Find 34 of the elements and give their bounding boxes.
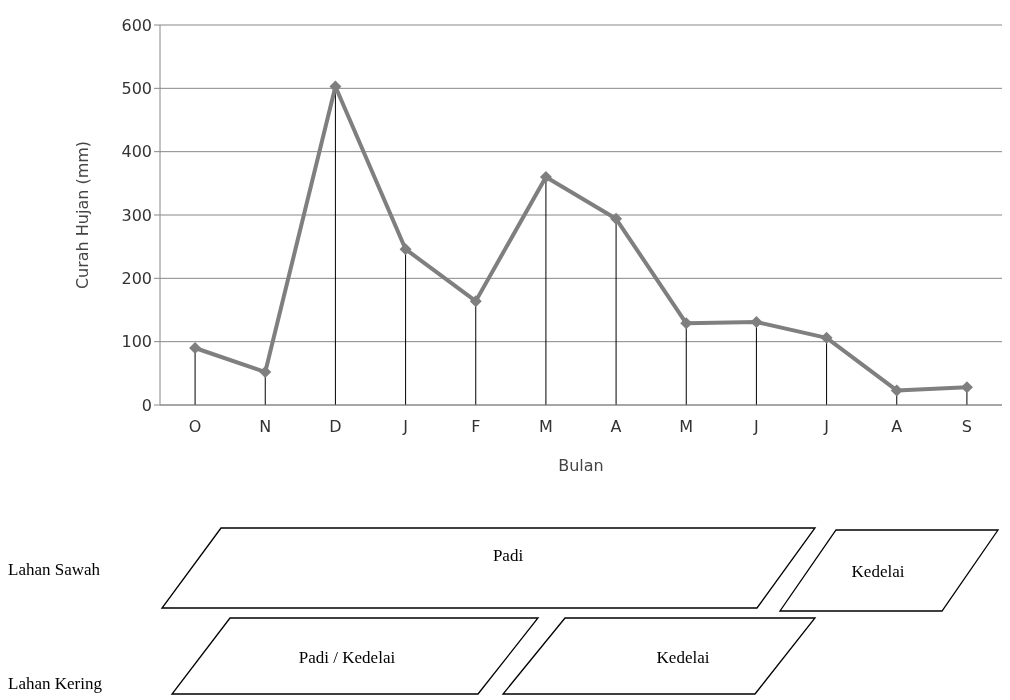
x-tick-label: J: [402, 417, 408, 437]
point: [189, 342, 202, 354]
y-tick-label: 0: [141, 395, 152, 415]
x-tick-label: J: [753, 417, 759, 437]
y-tick-label: 300: [121, 205, 152, 225]
point: [820, 331, 833, 344]
text: Kedelai: [851, 562, 905, 581]
x-tick-label: N: [259, 417, 272, 437]
x-tick-label: S: [961, 417, 972, 437]
y-tick-label: 500: [121, 79, 152, 99]
y-tick-label: 400: [121, 142, 152, 162]
text: Padi / Kedelai: [298, 648, 396, 667]
x-tick-label: O: [188, 417, 202, 437]
y-tick-label: 100: [121, 332, 152, 352]
y-tick-label: 600: [121, 15, 152, 35]
x-tick-label: D: [329, 417, 342, 437]
text: Lahan Kering: [8, 674, 103, 693]
point: [539, 171, 552, 183]
y-axis-title: Curah Hujan (mm): [72, 140, 92, 290]
x-axis-title: Bulan: [558, 456, 604, 475]
x-tick-label: A: [610, 417, 622, 437]
x-tick-label: A: [891, 417, 903, 437]
point: [610, 212, 623, 225]
text: Kedelai: [656, 648, 710, 667]
point: [259, 366, 272, 379]
x-tick-label: M: [539, 417, 553, 437]
point: [399, 243, 412, 256]
x-tick-label: J: [823, 417, 829, 437]
text: Padi: [492, 546, 524, 565]
x-tick-label: M: [679, 417, 694, 437]
point: [469, 295, 482, 308]
y-tick-label: 200: [121, 269, 152, 289]
x-tick-label: F: [471, 417, 481, 437]
text: Lahan Sawah: [8, 560, 101, 579]
